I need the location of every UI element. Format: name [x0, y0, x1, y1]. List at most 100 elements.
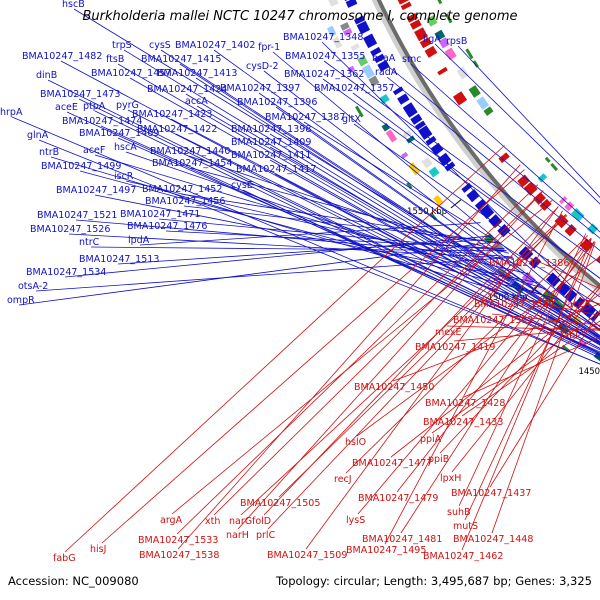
forward-colored-block: [400, 151, 409, 159]
leader-line-forward: [75, 219, 513, 258]
reverse-gene-arrow: [424, 45, 438, 58]
leader-line-reverse: [64, 145, 505, 553]
gene-label-forward: BMA10247_1469: [79, 128, 159, 139]
gene-label-reverse: BMA10247_1419: [415, 342, 495, 353]
reverse-marker: [544, 156, 551, 163]
gene-label-reverse: hslO: [345, 437, 366, 448]
leader-line-forward: [127, 109, 600, 351]
gene-label-forward: BMA10247_1440: [150, 146, 230, 157]
reverse-colored-block: [476, 96, 490, 110]
forward-gene-arrow: [418, 125, 433, 140]
gene-label-forward: aceF: [83, 145, 105, 156]
reverse-colored-block: [564, 201, 575, 212]
leader-line-forward: [269, 159, 600, 346]
forward-colored-block: [533, 282, 546, 295]
leader-line-forward: [457, 45, 600, 198]
leader-line-forward: [180, 193, 500, 244]
reverse-marker: [437, 0, 443, 5]
forward-gene-arrow: [356, 20, 371, 35]
gene-label-forward: BMA10247_1357: [314, 83, 394, 94]
forward-gene-arrow: [353, 15, 366, 25]
gene-label-reverse: BMA10247_1448: [453, 534, 533, 545]
gene-label-reverse: BMA10247_1433: [423, 417, 503, 428]
leader-line-reverse: [356, 256, 600, 437]
gene-label-forward: pyrG: [116, 100, 139, 111]
accession-text: Accession: NC_009080: [8, 574, 139, 588]
leader-line-reverse: [458, 233, 587, 507]
kbp-tick-label: 1450 kbp: [578, 367, 600, 377]
gene-label-reverse: BMA10247_1462: [423, 551, 503, 562]
leader-line-reverse: [489, 309, 600, 488]
leader-line-forward: [383, 62, 600, 239]
leader-line-forward: [18, 241, 498, 306]
leader-line-forward: [160, 49, 600, 338]
forward-colored-block: [343, 28, 353, 37]
gene-label-forward: BMA10247_1497: [56, 185, 136, 196]
gene-label-reverse: argA: [160, 515, 183, 526]
gene-label-forward: BMA10247_1534: [26, 267, 106, 278]
reverse-gene-arrow: [517, 174, 531, 188]
gene-label-forward: BMA10247_1499: [41, 161, 121, 172]
gene-label-reverse: recJ: [334, 474, 352, 485]
gene-label-forward: iscR: [114, 171, 134, 182]
gene-label-reverse: xth: [205, 516, 220, 527]
gene-label-forward: BMA10247_1396: [237, 97, 317, 108]
leader-line-forward: [353, 123, 600, 298]
forward-colored-block: [428, 166, 440, 178]
leader-line-reverse: [101, 169, 525, 544]
gene-label-forward: gltX: [342, 114, 361, 125]
gene-label-reverse: BMA10247_1505: [240, 498, 320, 509]
gene-label-forward: BMA10247_1471: [120, 209, 200, 220]
forward-colored-block: [433, 194, 444, 206]
gene-label-forward: BMA10247_1398: [231, 124, 311, 135]
leader-line-forward: [269, 146, 600, 338]
reverse-colored-block: [438, 37, 450, 49]
gene-label-forward: smc: [402, 54, 421, 65]
reverse-gene-arrow: [523, 181, 538, 196]
gene-label-forward: BMA10247_1415: [141, 54, 221, 65]
gene-label-reverse: BMA10247_1538: [139, 550, 219, 561]
leader-line-forward: [117, 137, 600, 353]
gene-label-forward: BMA10247_1402: [175, 40, 255, 51]
gene-label-reverse: folD: [252, 516, 271, 527]
gene-label-forward: radA: [375, 67, 398, 78]
gene-label-forward: ptpA: [83, 101, 106, 112]
reverse-gene-arrow: [414, 27, 428, 42]
leader-line-reverse: [345, 235, 589, 474]
gene-label-forward: ompR: [7, 295, 35, 306]
leader-line-forward: [117, 238, 496, 265]
reverse-gene-arrow: [452, 91, 468, 106]
gene-label-forward: ntrC: [79, 237, 100, 248]
forward-gene-arrow: [414, 120, 426, 131]
leader-line-reverse: [177, 164, 521, 550]
leader-line-reverse: [396, 241, 595, 493]
forward-gene-arrow: [402, 102, 418, 118]
forward-gene-arrow: [573, 296, 586, 309]
kbp-tick-label: 1500 kbp: [488, 293, 528, 303]
reverse-gene-arrow: [533, 192, 546, 205]
gene-label-forward: BMA10247_1454: [152, 158, 232, 169]
gene-label-reverse: lysS: [346, 515, 365, 526]
gene-label-forward: cysS: [149, 40, 171, 51]
gene-label-reverse: BMA10247_1533: [138, 535, 218, 546]
gene-label-forward: BMA10247_1387: [265, 112, 345, 123]
leader-line-forward: [64, 235, 493, 278]
gene-label-reverse: hisJ: [90, 544, 106, 555]
leader-line-reverse: [237, 190, 544, 530]
gene-label-forward: BMA10247_1452: [142, 184, 222, 195]
leader-line-reverse: [263, 206, 559, 516]
leader-line-forward: [386, 76, 600, 252]
forward-colored-block: [328, 0, 339, 7]
leader-line-forward: [352, 92, 600, 279]
forward-marker: [355, 105, 364, 118]
gene-label-forward: hscA: [114, 142, 137, 153]
leader-line-forward: [68, 233, 514, 259]
gene-label-forward: BMA10247_1348: [283, 32, 363, 43]
leader-line-forward: [79, 170, 557, 300]
reverse-marker: [445, 13, 453, 24]
leader-line-forward: [90, 246, 507, 252]
gene-label-forward: BMA10247_1409: [231, 137, 311, 148]
gene-label-reverse: mutS: [453, 521, 478, 532]
reverse-marker: [465, 48, 474, 60]
